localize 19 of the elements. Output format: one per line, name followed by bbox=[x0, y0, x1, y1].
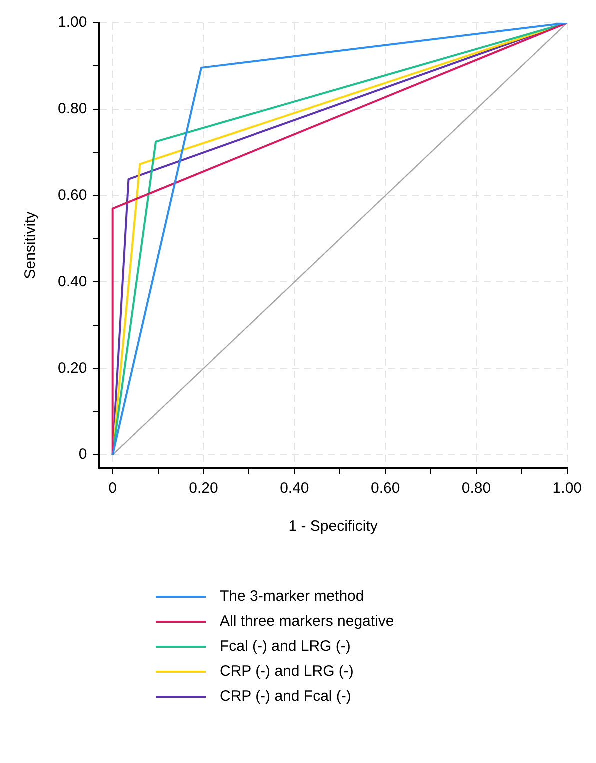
x-tick-label: 1.00 bbox=[552, 480, 582, 498]
x-tick-label: 0.40 bbox=[280, 480, 310, 498]
y-tick-label: 0.80 bbox=[58, 100, 88, 118]
y-tick-label: 1.00 bbox=[58, 14, 88, 32]
x-tick-label: 0.80 bbox=[462, 480, 492, 498]
legend-label: CRP (-) and Fcal (-) bbox=[220, 688, 352, 705]
x-tick-label: 0 bbox=[108, 480, 118, 498]
y-tick-label: 0.40 bbox=[58, 273, 88, 290]
legend-label: CRP (-) and LRG (-) bbox=[220, 663, 354, 680]
x-tick-label: 0.20 bbox=[189, 480, 218, 498]
legend-label: All three markers negative bbox=[220, 613, 394, 630]
legend-label: The 3-marker method bbox=[220, 588, 364, 605]
x-tick-label: 0.60 bbox=[370, 480, 400, 498]
y-axis-title: Sensitivity bbox=[22, 211, 40, 280]
y-tick-label: 0.20 bbox=[58, 360, 88, 377]
y-tick-label: 0.60 bbox=[58, 186, 88, 204]
y-tick-label: 0 bbox=[78, 446, 88, 464]
x-axis-title: 1 - Specificity bbox=[288, 518, 378, 536]
legend-label: Fcal (-) and LRG (-) bbox=[220, 638, 351, 655]
